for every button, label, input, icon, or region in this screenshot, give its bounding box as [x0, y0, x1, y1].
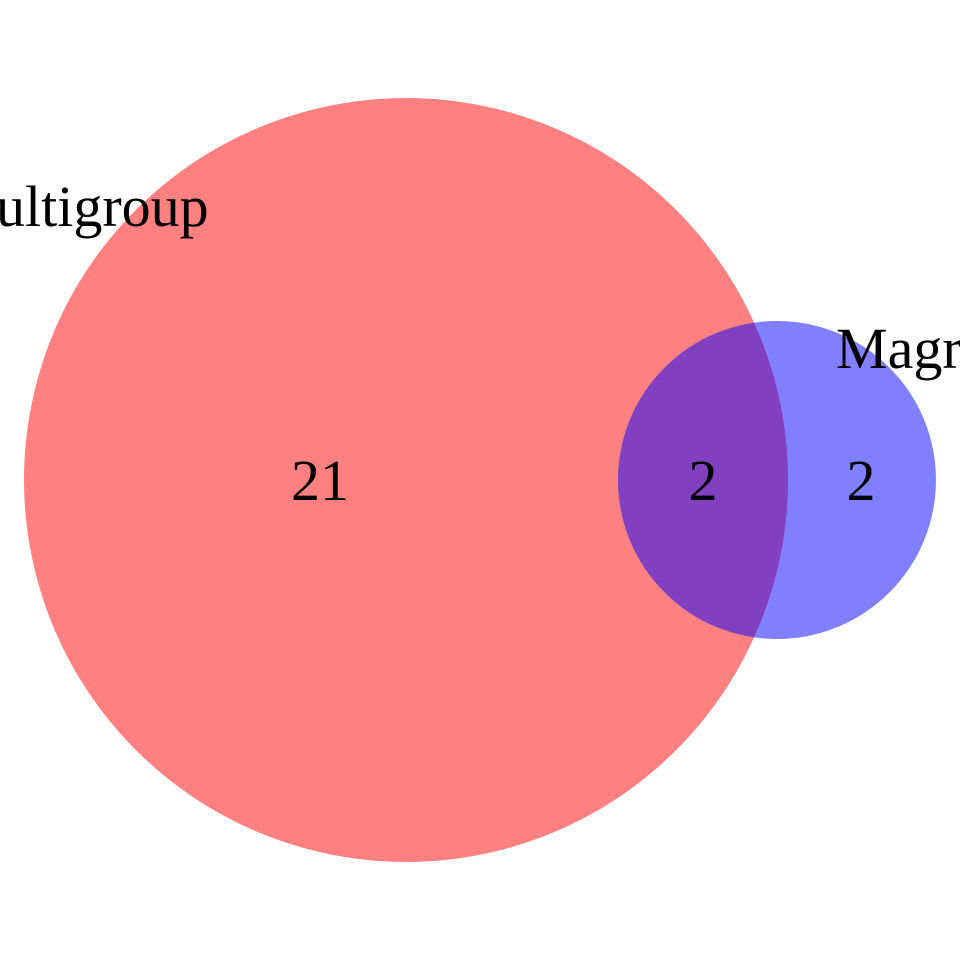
set-label-second: Magr [836, 316, 960, 381]
set-label-first: ultigroup [0, 174, 209, 239]
count-only-second: 2 [847, 448, 876, 513]
count-overlap: 2 [689, 448, 718, 513]
set-circle-first [24, 98, 788, 862]
count-only-first: 21 [291, 448, 349, 513]
